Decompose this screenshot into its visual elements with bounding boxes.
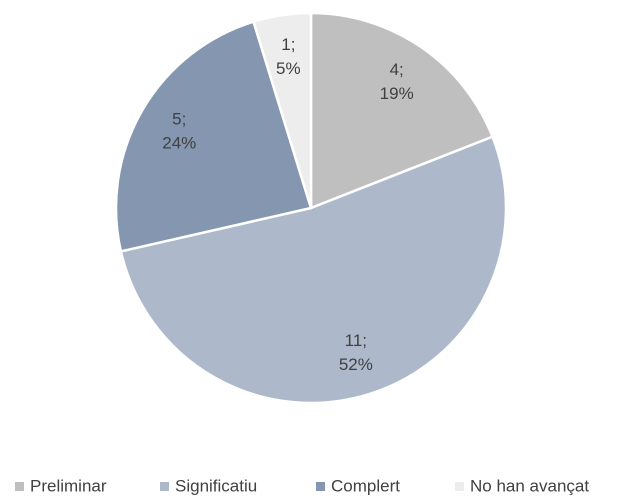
data-label: 5% bbox=[276, 59, 301, 78]
data-label: 24% bbox=[162, 133, 196, 152]
data-label: 19% bbox=[380, 84, 414, 103]
data-label: 52% bbox=[339, 355, 373, 374]
data-label: 5; bbox=[172, 109, 186, 128]
legend-swatch bbox=[316, 482, 325, 491]
data-label: 1; bbox=[281, 35, 295, 54]
pie-slice bbox=[309, 11, 495, 210]
legend-swatch bbox=[455, 482, 464, 491]
pie-slice bbox=[114, 20, 313, 253]
data-label: 11; bbox=[345, 331, 367, 350]
pie-slice bbox=[251, 11, 313, 209]
legend-label: Significatiu bbox=[175, 476, 257, 495]
pie-slice bbox=[119, 135, 508, 405]
legend-swatch bbox=[15, 482, 24, 491]
legend-swatch bbox=[160, 482, 169, 491]
legend-label: Complert bbox=[331, 476, 400, 495]
data-label: 4; bbox=[390, 60, 404, 79]
legend-label: No han avançat bbox=[470, 476, 589, 495]
legend-label: Preliminar bbox=[30, 476, 107, 495]
